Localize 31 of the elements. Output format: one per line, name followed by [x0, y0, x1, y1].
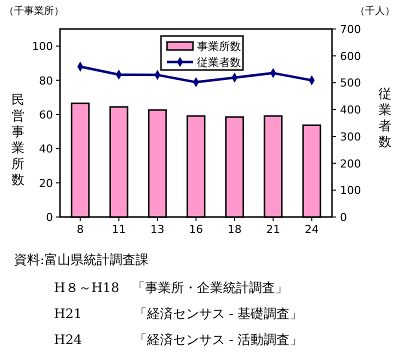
y-tick-label: 80 — [39, 74, 53, 88]
x-tick-label: 8 — [76, 223, 84, 236]
legend-label: 事業所数 — [197, 40, 241, 53]
text: 資料:富山県統計調査課 — [14, 252, 148, 268]
y-axis-title: 民営事業所数 — [12, 93, 24, 188]
y-tick-label: 100 — [32, 40, 53, 54]
y-tick-label: 60 — [39, 108, 53, 122]
x-tick-label: 13 — [150, 223, 164, 236]
x-tick-label: 16 — [189, 223, 203, 236]
y2-tick-label: 100 — [340, 184, 361, 198]
y2-tick-label: 700 — [340, 23, 361, 36]
y2-tick-label: 0 — [340, 211, 347, 224]
text: （千人） — [355, 5, 395, 17]
y2-tick-label: 500 — [340, 76, 361, 90]
x-tick-label: 24 — [304, 223, 319, 236]
text: H21 「経済センサス - 基礎調査」 — [54, 306, 303, 322]
text: H24 「経済センサス - 活動調査」 — [54, 332, 303, 348]
x-tick-label: 21 — [266, 223, 280, 236]
x-tick-label: 18 — [228, 223, 242, 236]
x-tick-label: 11 — [112, 223, 126, 236]
legend-label: 従業者数 — [197, 56, 241, 69]
y2-tick-label: 400 — [340, 104, 361, 117]
y2-tick-label: 600 — [340, 50, 361, 63]
text: （千事業所） — [4, 5, 64, 17]
y2-tick-label: 200 — [340, 157, 361, 170]
y-tick-label: 40 — [39, 142, 53, 156]
y2-axis-title: 従業者数 — [378, 87, 392, 150]
y-tick-label: 0 — [46, 211, 53, 224]
y2-tick-label: 300 — [340, 130, 361, 144]
y-tick-label: 20 — [39, 176, 53, 190]
text: H８～H18 「事業所・企業統計調査」 — [54, 281, 288, 296]
